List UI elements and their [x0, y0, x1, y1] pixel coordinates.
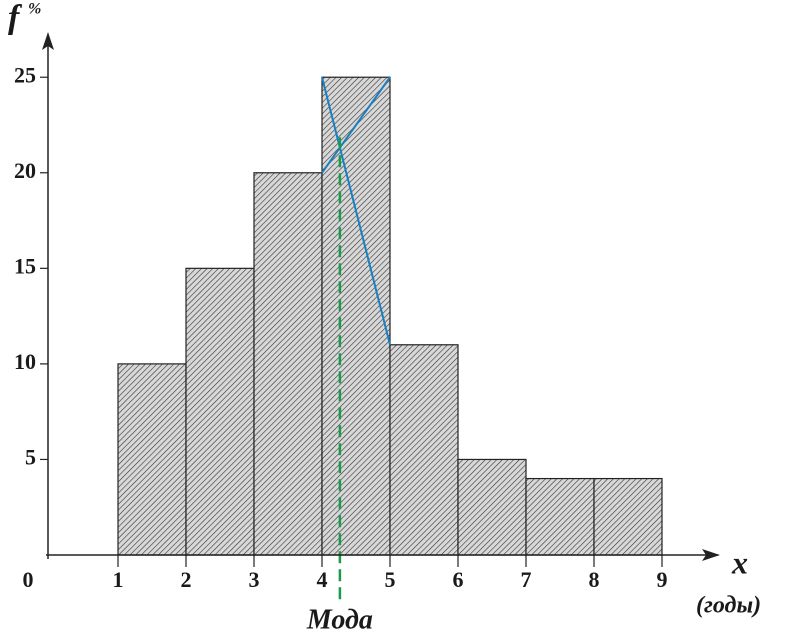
y-tick-label: 5 — [25, 444, 36, 469]
bar — [457, 458, 527, 556]
y-tick-label: 10 — [14, 349, 36, 374]
x-axis-arrow — [702, 549, 720, 561]
y-tick-label: 25 — [14, 62, 36, 87]
x-tick-label: 6 — [453, 567, 464, 592]
bar — [321, 76, 391, 556]
x-tick-label: 0 — [23, 567, 34, 592]
mode-label: Мода — [306, 604, 373, 635]
x-axis-label: x — [731, 544, 748, 580]
y-axis-label: f — [8, 0, 23, 36]
bar — [253, 172, 323, 556]
y-axis-arrow — [42, 32, 54, 50]
x-tick-label: 9 — [657, 567, 668, 592]
bar — [185, 267, 255, 556]
x-tick-label: 1 — [113, 567, 124, 592]
mode-construction-line — [321, 76, 391, 346]
bar — [525, 477, 595, 556]
y-tick-label: 15 — [14, 253, 36, 278]
x-tick-label: 4 — [317, 567, 328, 592]
mode-construction-line — [321, 76, 391, 174]
bar — [117, 363, 187, 556]
x-tick-label: 8 — [589, 567, 600, 592]
bar — [593, 477, 663, 556]
x-tick-label: 5 — [385, 567, 396, 592]
x-tick-label: 7 — [521, 567, 532, 592]
x-axis-unit: (годы) — [696, 593, 761, 619]
y-tick-label: 20 — [14, 158, 36, 183]
x-tick-label: 2 — [181, 567, 192, 592]
bar — [389, 344, 459, 556]
y-axis-label-sup: % — [28, 1, 41, 18]
x-tick-label: 3 — [249, 567, 260, 592]
